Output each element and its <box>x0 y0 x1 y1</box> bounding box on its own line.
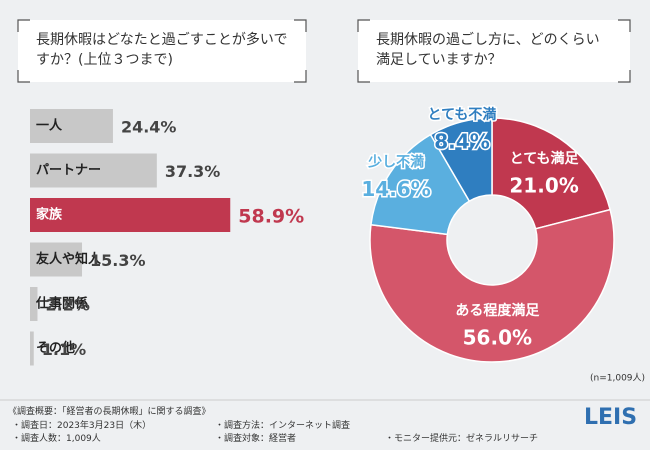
bar-label: 友人や知人 <box>36 251 102 267</box>
value-label: 2.2% <box>45 296 89 315</box>
bar <box>30 242 83 277</box>
chart-title: 長期休暇の過ごし方に、どのくらい満足していますか？ <box>358 20 630 82</box>
survey-item: ・調査対象：経営者 <box>215 434 297 444</box>
bar-label: 家族 <box>36 207 63 223</box>
survey-item: ・モニター提供元：ゼネラルリサーチ <box>385 434 539 444</box>
survey-item: ・調査日：2023年3月23日（木） <box>12 421 152 431</box>
bar <box>30 153 157 188</box>
slice-label: とても不満 <box>428 106 497 123</box>
pie-slice <box>369 208 615 363</box>
pie-slice <box>429 117 493 203</box>
logo: LEIS <box>584 405 637 430</box>
slice-label: ある程度満足 <box>455 302 540 319</box>
value-label: 21.0% <box>509 173 578 197</box>
bar <box>30 331 34 366</box>
value-label: 15.3% <box>90 251 146 270</box>
bar-label: その他 <box>36 340 75 356</box>
value-label: 24.4% <box>121 118 177 137</box>
bar <box>30 198 231 232</box>
pie-slice <box>491 117 612 230</box>
value-label: 8.4% <box>434 129 489 153</box>
chart-title: 長期休暇はどなたと過ごすことが多いですか？(上位３つまで) <box>18 20 306 82</box>
value-label: 56.0% <box>463 325 532 349</box>
bar <box>30 109 113 143</box>
slice-label: 少し不満 <box>367 154 424 171</box>
note: (n=1,009人) <box>590 373 645 384</box>
value-label: 37.3% <box>165 162 221 181</box>
value-label: 1.1% <box>42 340 86 359</box>
survey-heading: 《調査概要：「経営者の長期休暇」に関する調査》 <box>8 407 211 417</box>
bar-label: 一人 <box>36 118 63 134</box>
title-brackets <box>17 19 631 83</box>
bar-label: 仕事関係 <box>35 296 88 312</box>
survey-item: ・調査人数：1,009人 <box>12 434 101 444</box>
slice-label: とても満足 <box>510 150 580 167</box>
value-label: 14.6% <box>361 177 430 201</box>
value-label: 58.9% <box>238 206 304 228</box>
bar <box>30 287 38 321</box>
survey-item: ・調査方法：インターネット調査 <box>215 421 351 431</box>
bar-label: パートナー <box>36 163 101 178</box>
